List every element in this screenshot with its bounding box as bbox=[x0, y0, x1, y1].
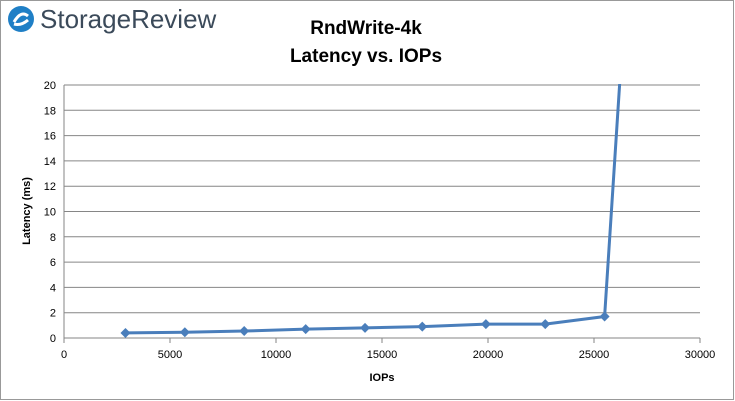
x-tick-label: 25000 bbox=[579, 349, 610, 361]
x-axis-label: IOPs bbox=[369, 372, 394, 384]
marker bbox=[120, 327, 131, 338]
brand: StorageReview bbox=[40, 4, 217, 34]
chart-title: RndWrite-4k bbox=[310, 18, 422, 39]
marker bbox=[599, 311, 610, 322]
y-tick-label: 2 bbox=[50, 308, 56, 320]
y-tick-label: 6 bbox=[50, 257, 56, 269]
marker bbox=[360, 322, 371, 333]
y-tick-label: 20 bbox=[44, 80, 56, 92]
series-line bbox=[125, 84, 622, 335]
marker bbox=[300, 324, 311, 335]
y-tick-label: 4 bbox=[50, 282, 56, 294]
x-tick-label: 0 bbox=[61, 349, 67, 361]
y-tick-label: 8 bbox=[50, 232, 56, 244]
x-tick-label: 30000 bbox=[685, 349, 716, 361]
y-tick-label: 14 bbox=[44, 156, 56, 168]
x-tick-label: 10000 bbox=[261, 349, 292, 361]
y-tick-label: 18 bbox=[44, 105, 56, 117]
marker bbox=[179, 327, 190, 338]
y-tick-label: 16 bbox=[44, 131, 56, 143]
marker bbox=[239, 326, 250, 337]
x-tick-label: 15000 bbox=[367, 349, 398, 361]
x-tick-label: 20000 bbox=[473, 349, 504, 361]
marker bbox=[417, 321, 428, 332]
y-tick-label: 10 bbox=[44, 207, 56, 219]
logo: StorageReview bbox=[8, 4, 217, 34]
y-tick-label: 12 bbox=[44, 181, 56, 193]
marker bbox=[480, 319, 491, 330]
chart-subtitle: Latency vs. IOPs bbox=[290, 46, 442, 67]
plot bbox=[120, 84, 622, 338]
marker bbox=[540, 319, 551, 330]
x-tick-label: 5000 bbox=[158, 349, 182, 361]
y-tick-label: 0 bbox=[50, 333, 56, 345]
y-axis-label: Latency (ms) bbox=[21, 177, 33, 245]
